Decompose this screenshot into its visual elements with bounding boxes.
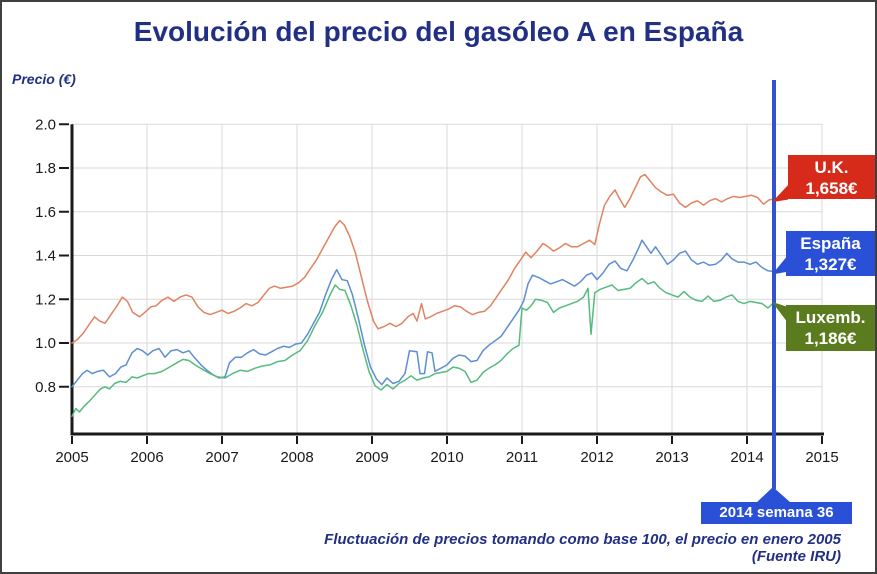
- marker-badge-arrow: [756, 487, 791, 503]
- x-tick-label: 2011: [506, 449, 538, 466]
- callout-uk-price: 1,658€: [805, 179, 858, 198]
- marker-week-badge: 2014 semana 36: [701, 502, 852, 524]
- y-tick-label: 1.6: [35, 204, 56, 221]
- callout-espana-country: España: [800, 234, 861, 253]
- callout-espana-price: 1,327€: [804, 255, 857, 274]
- x-tick-label: 2012: [580, 449, 613, 466]
- x-tick-label: 2006: [130, 449, 163, 466]
- callout-tail: [772, 257, 786, 275]
- y-tick-label: 1.4: [35, 248, 56, 265]
- x-tick-label: 2015: [805, 449, 838, 466]
- y-tick-label: 1.0: [35, 335, 56, 352]
- series-luxemb: [71, 277, 775, 418]
- x-tick-label: 2005: [55, 449, 88, 466]
- x-tick-label: 2008: [280, 449, 313, 466]
- footnote: Fluctuación de precios tomando como base…: [324, 531, 841, 565]
- callout-uk-country: U.K.: [814, 158, 849, 177]
- footnote-line2: (Fuente IRU): [751, 548, 841, 565]
- callout-luxemb: Luxemb. 1,186€: [786, 305, 875, 351]
- footnote-line1: Fluctuación de precios tomando como base…: [324, 531, 841, 548]
- x-tick-label: 2007: [205, 449, 238, 466]
- x-tick-label: 2014: [730, 449, 763, 466]
- callout-luxemb-country: Luxemb.: [795, 308, 866, 327]
- page-title: Evolución del precio del gasóleo A en Es…: [133, 16, 744, 47]
- x-tick-label: 2013: [655, 449, 688, 466]
- y-tick-label: 0.8: [35, 379, 56, 396]
- x-tick-label: 2009: [355, 449, 388, 466]
- callout-luxemb-price: 1,186€: [804, 329, 857, 348]
- y-tick-label: 1.2: [35, 291, 56, 308]
- y-axis-title: Precio (€): [12, 71, 76, 87]
- x-tick-label: 2010: [430, 449, 463, 466]
- series-uk: [71, 173, 775, 344]
- y-tick-label: 2.0: [35, 116, 56, 133]
- callout-uk: U.K. 1,658€: [788, 155, 875, 199]
- callout-espana: España 1,327€: [786, 231, 875, 276]
- y-tick-label: 1.8: [35, 160, 56, 177]
- series-espaa: [71, 239, 775, 388]
- callout-tail: [772, 301, 786, 321]
- callout-tail: [772, 185, 788, 203]
